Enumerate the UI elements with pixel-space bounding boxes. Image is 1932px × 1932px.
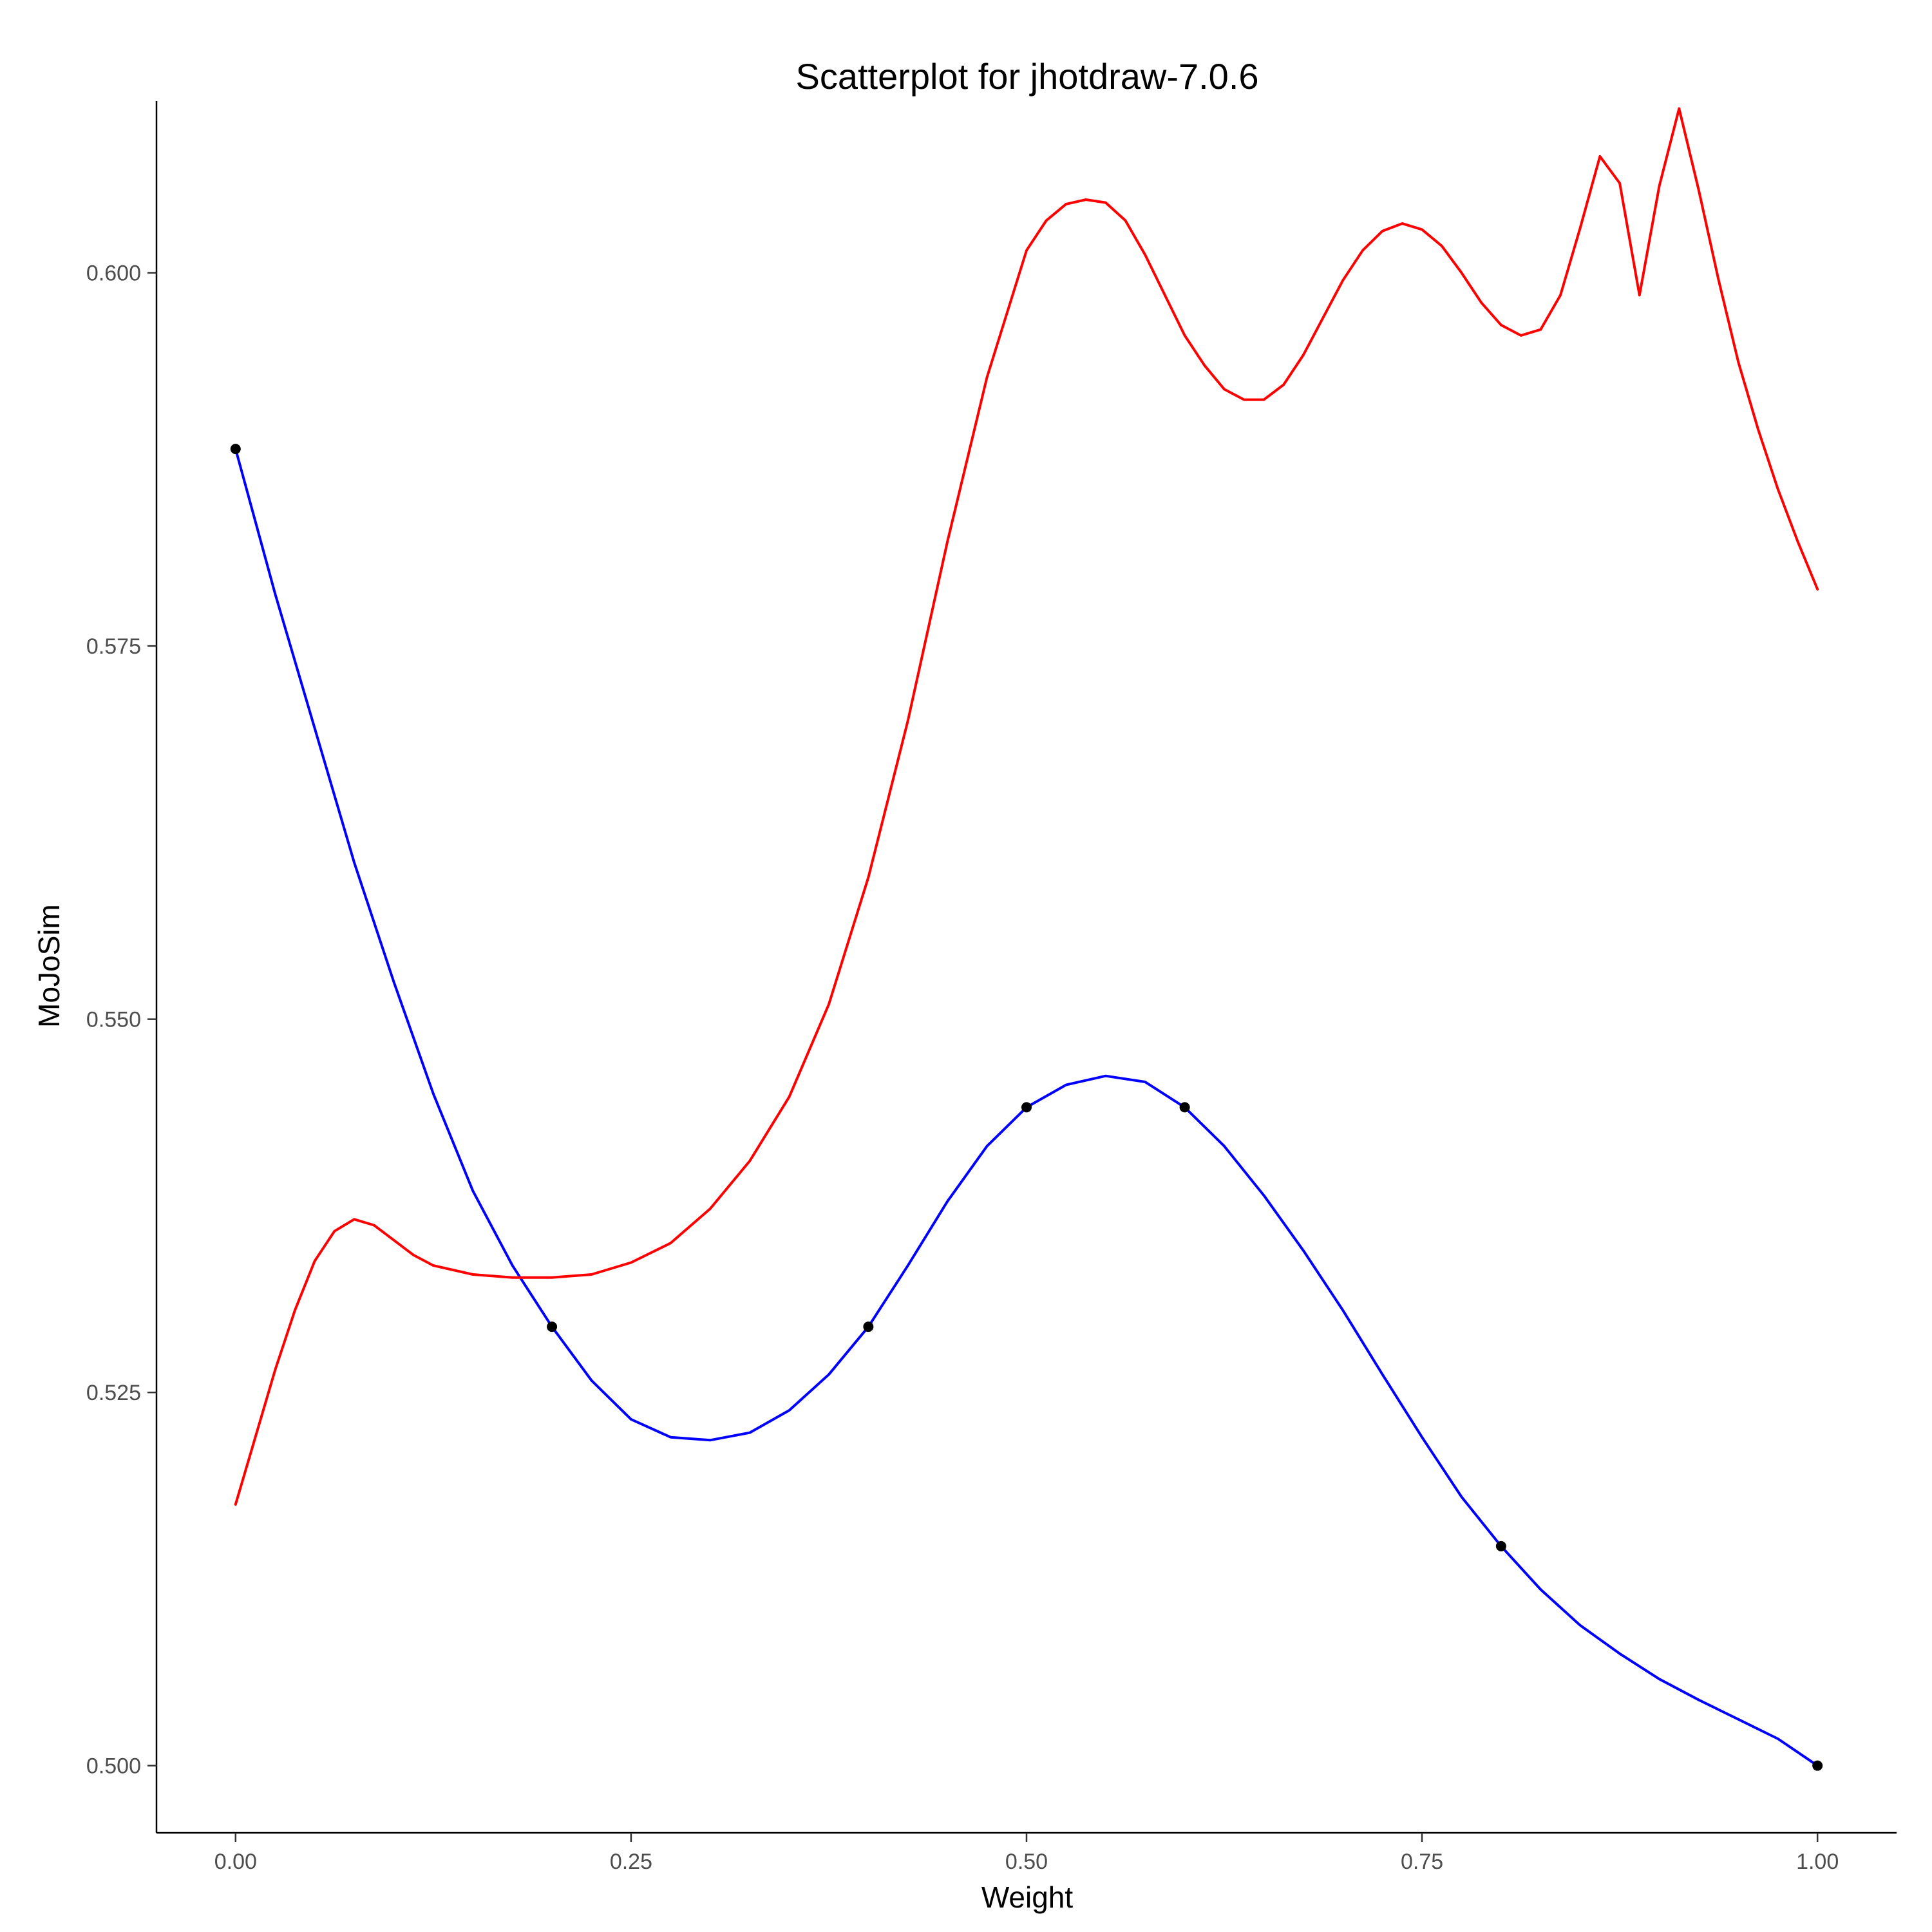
y-tick-label: 0.500 [86,1754,141,1779]
x-tick-label: 0.50 [1005,1850,1048,1874]
series-line-2 [234,107,1819,1506]
data-point [1021,1102,1032,1113]
data-point [1179,1102,1190,1113]
y-tick-label: 0.550 [86,1008,141,1032]
x-tick-label: 0.75 [1401,1850,1443,1874]
y-tick-label: 0.525 [86,1381,141,1405]
points-layer [230,444,1823,1771]
data-point [1495,1540,1506,1551]
data-point [863,1321,874,1332]
x-tick-label: 1.00 [1796,1850,1839,1874]
data-point [230,444,241,455]
y-axis-title: MoJoSim [32,904,66,1028]
axes: 0.00 0.25 0.50 0.75 1.00 0.500 0.525 0.550 0.575… [86,101,1897,1874]
series-layer [234,107,1819,1767]
chart-title: Scatterplot for jhotdraw-7.0.6 [795,56,1258,97]
data-point [1812,1760,1823,1771]
y-tick-label: 0.600 [86,261,141,286]
x-axis-title: Weight [981,1880,1074,1914]
y-tick-label: 0.575 [86,634,141,659]
x-tick-label: 0.25 [610,1850,652,1874]
data-point [547,1321,558,1332]
x-tick-label: 0.00 [214,1850,257,1874]
